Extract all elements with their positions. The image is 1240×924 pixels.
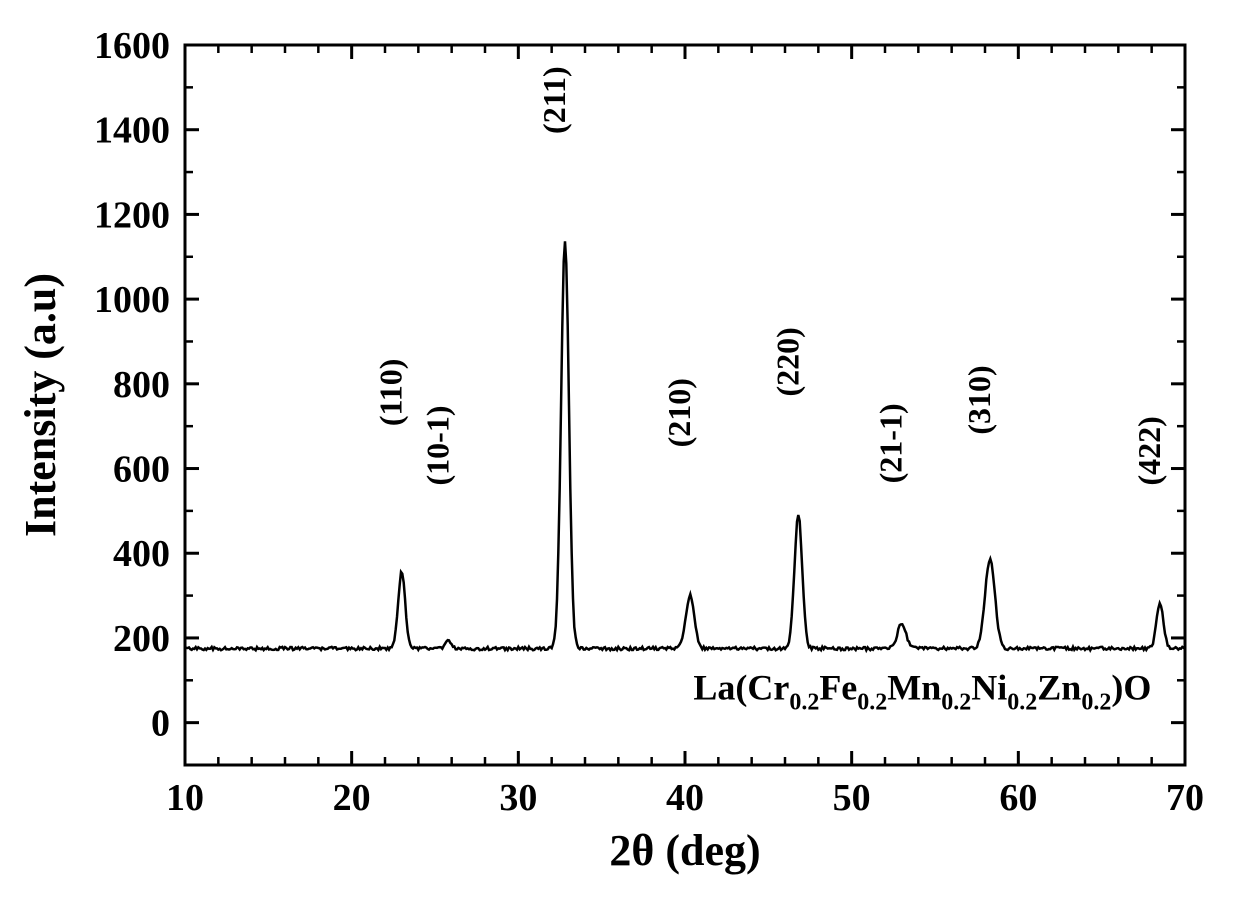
x-tick-label: 30: [499, 777, 537, 819]
peak-label: (422): [1131, 416, 1167, 485]
y-tick-label: 800: [113, 364, 170, 406]
chart-container: 10 20 30 40 50 60 70 0 200 400 600 800 1000 1200 1400 1…: [0, 0, 1240, 924]
xrd-chart: 10 20 30 40 50 60 70 0 200 400 600 800 1000 1200 1400 1…: [0, 0, 1240, 924]
y-tick-label: 1000: [94, 279, 170, 321]
x-tick-label: 10: [166, 777, 204, 819]
y-tick-label: 1200: [94, 194, 170, 236]
peak-label: (10-1): [419, 406, 455, 486]
x-tick-label: 50: [833, 777, 871, 819]
y-tick-label: 400: [113, 533, 170, 575]
y-axis-label: Intensity (a.u): [16, 273, 65, 537]
peak-label: (21-1): [873, 403, 909, 483]
y-tick-label: 1400: [94, 110, 170, 152]
y-tick-label: 1600: [94, 25, 170, 67]
peak-label: (220): [769, 327, 805, 396]
peak-label: (310): [961, 365, 997, 434]
y-tick-label: 600: [113, 449, 170, 491]
peak-label: (211): [536, 66, 572, 134]
x-tick-label: 20: [333, 777, 371, 819]
x-tick-label: 40: [666, 777, 704, 819]
peak-label: (210): [661, 378, 697, 447]
x-axis-label: 2θ (deg): [609, 826, 760, 875]
y-tick-label: 200: [113, 618, 170, 660]
x-tick-label: 70: [1166, 777, 1204, 819]
peak-label: (110): [373, 359, 409, 427]
y-tick-label: 0: [151, 703, 170, 745]
x-tick-label: 60: [999, 777, 1037, 819]
